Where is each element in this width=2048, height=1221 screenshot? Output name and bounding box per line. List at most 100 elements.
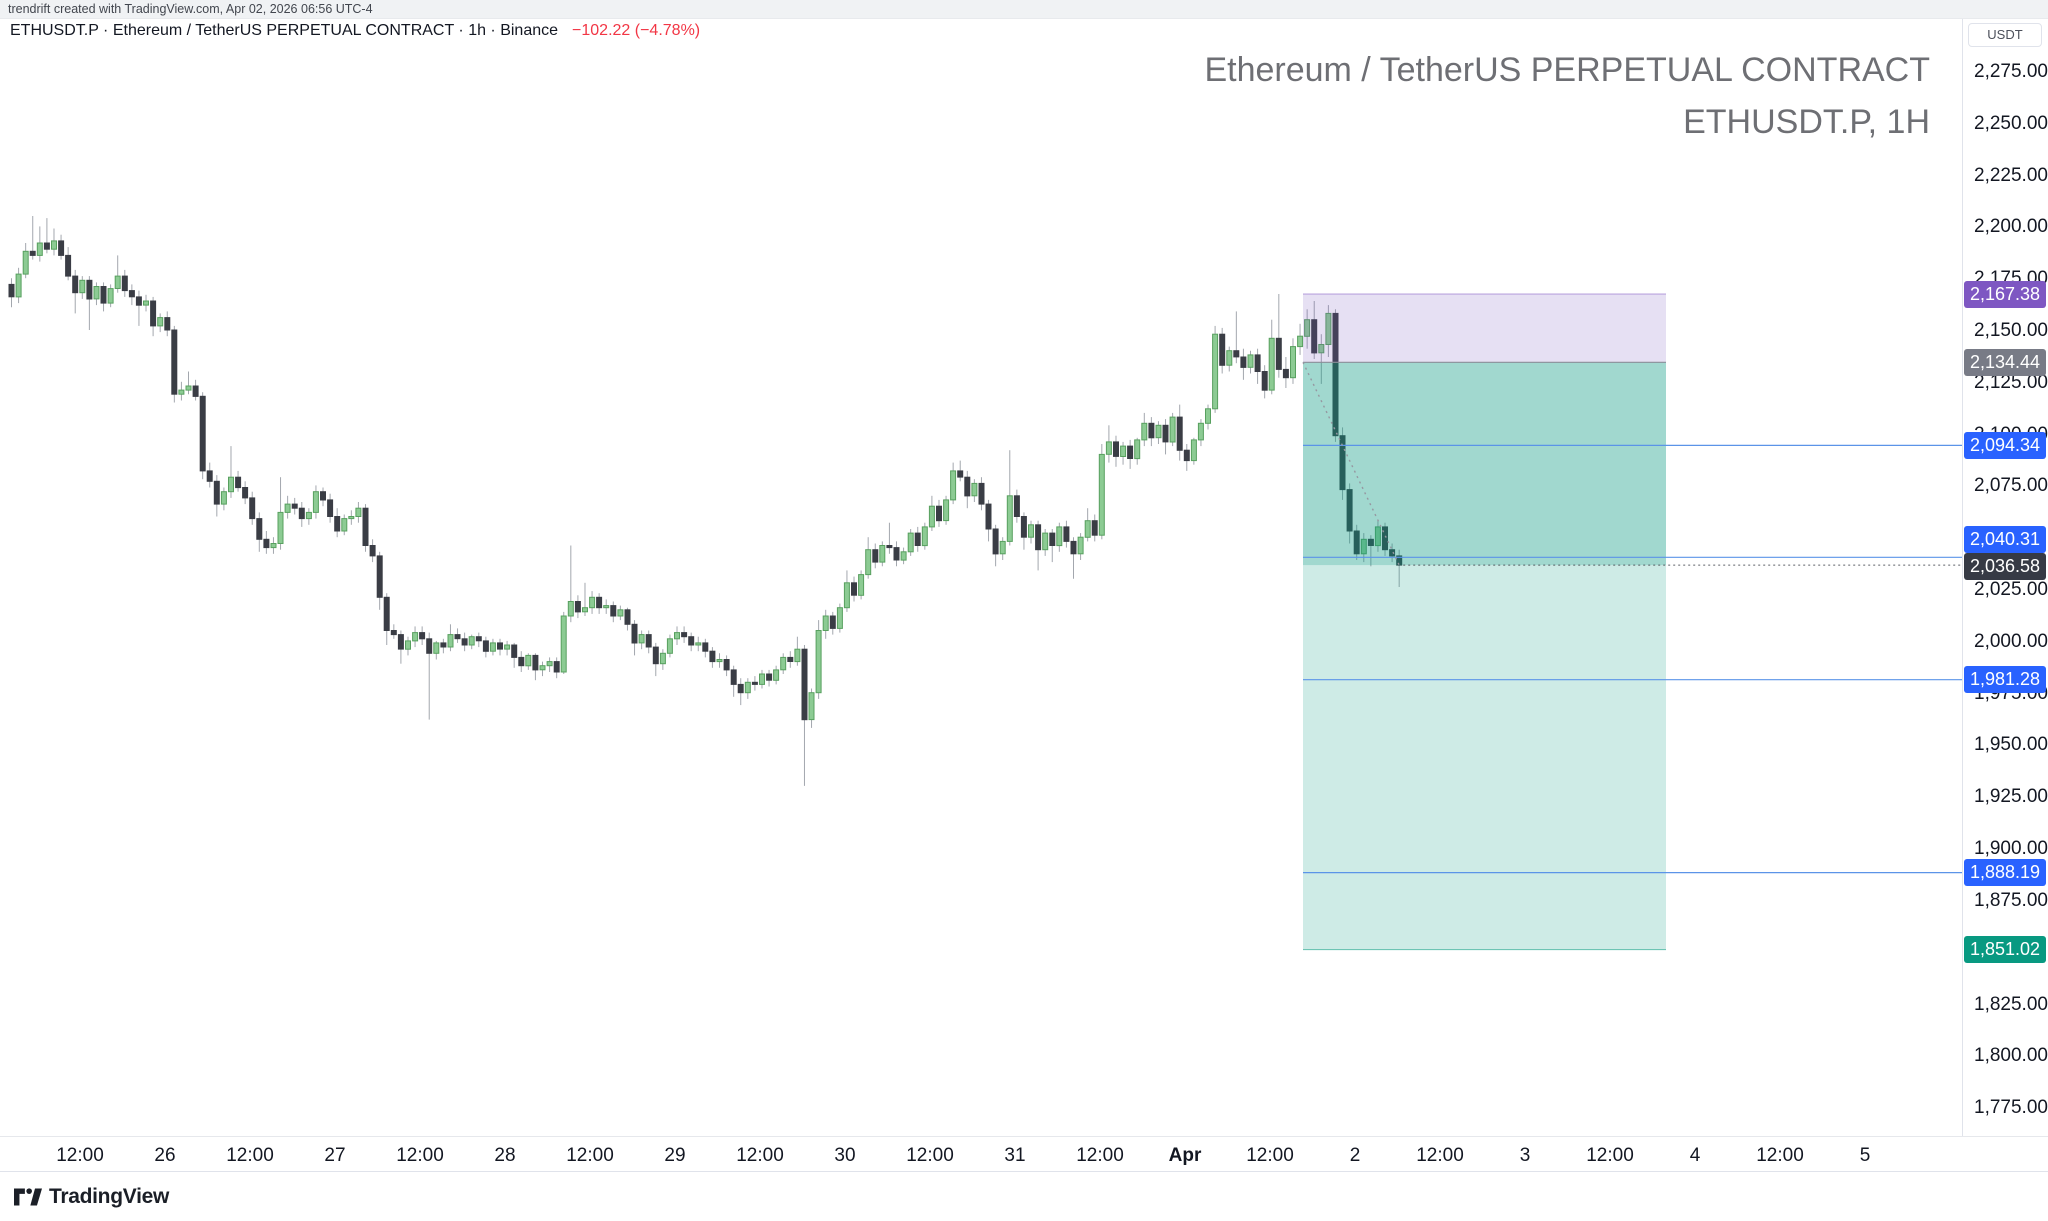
time-tick-label: 12:00 (56, 1145, 104, 1166)
candle-down (1396, 555, 1403, 566)
candle-up (220, 491, 227, 505)
candle-down (574, 601, 581, 613)
candle-down (497, 642, 503, 650)
time-tick-label: 12:00 (566, 1145, 614, 1166)
candle-down (1020, 516, 1027, 538)
candle-up (355, 507, 362, 518)
candle-down (730, 669, 737, 685)
candle-up (659, 652, 666, 665)
tradingview-brand-text: TradingView (49, 1185, 170, 1208)
time-tick-label: 12:00 (906, 1145, 954, 1166)
candle-up (1190, 439, 1197, 462)
candle-down (992, 528, 999, 555)
candle-up (1205, 408, 1211, 424)
time-tick-label: 12:00 (1246, 1145, 1294, 1166)
candle-up (277, 511, 284, 545)
candle-up (539, 665, 546, 671)
candle-down (475, 636, 482, 642)
candle-down (964, 476, 971, 497)
candle-up (447, 634, 454, 648)
candle-down (426, 638, 433, 654)
candle-down (213, 480, 220, 505)
candle-up (1077, 536, 1084, 555)
candle-down (1346, 489, 1353, 532)
time-tick-label: 12:00 (1416, 1145, 1464, 1166)
candle-down (737, 683, 744, 694)
candle-down (702, 642, 709, 652)
candle-up (666, 638, 673, 654)
candle-down (511, 644, 518, 658)
candle-up (1084, 520, 1091, 538)
candle-up (228, 476, 234, 493)
candle-down (985, 503, 992, 530)
candle-up (971, 482, 978, 497)
price-axis-unit-button[interactable]: USDT (1968, 23, 2042, 47)
candle-up (405, 640, 411, 650)
time-tick-label: 12:00 (1076, 1145, 1124, 1166)
price-tick-label: 2,200.00 (1974, 216, 2048, 238)
candle-down (482, 640, 489, 652)
candle-down (58, 240, 65, 256)
candle-up (157, 317, 164, 327)
candle-up (79, 279, 86, 294)
time-axis[interactable]: 12:00 26 12:00 27 12:00 28 12:00 29 12:00 30 12:00… (0, 1136, 2048, 1172)
target1-price-label: 2,094.34 (1964, 431, 2046, 459)
candle-up (1374, 526, 1381, 547)
candle-down (766, 673, 773, 681)
symbol-legend[interactable]: ETHUSDT.P · Ethereum / TetherUS PERPETUA… (10, 21, 700, 41)
candle-up (546, 661, 553, 667)
candle-up (1226, 350, 1233, 366)
candle-up (22, 250, 29, 275)
profit-zone-open[interactable] (1303, 565, 1666, 950)
candle-up (589, 596, 596, 609)
price-axis[interactable]: USDT 2,275.00 2,250.00 2,225.00 2,200.00 2,1… (1962, 19, 2048, 1172)
candle-up (1297, 335, 1304, 348)
candle-up (1197, 422, 1204, 441)
time-tick-label: 4 (1689, 1145, 1701, 1166)
candle-up (808, 692, 815, 721)
price-tick-label: 2,025.00 (1974, 579, 2048, 601)
short-position-tool[interactable] (1302, 293, 1962, 951)
price-tick-label: 2,250.00 (1974, 112, 2048, 134)
candle-down (454, 634, 461, 640)
candle-down (1162, 424, 1169, 443)
time-tick-label: 12:00 (396, 1145, 444, 1166)
candle-up (1169, 416, 1176, 443)
price-change: −102.22 (−4.78%) (572, 22, 701, 39)
candle-down (1183, 449, 1190, 462)
candle-up (865, 549, 872, 576)
candle-down (43, 242, 50, 250)
price-tick-label: 1,800.00 (1974, 1045, 2048, 1067)
candle-down (29, 250, 36, 256)
candle-down (596, 596, 603, 609)
candle-up (525, 654, 532, 667)
time-tick-label: 29 (664, 1145, 686, 1166)
stop-price-label: 2,167.38 (1964, 280, 2046, 308)
candle-down (440, 642, 447, 648)
candle-down (1070, 540, 1077, 555)
candle-up (900, 551, 907, 561)
time-tick-label: 30 (834, 1145, 856, 1166)
time-tick-label: 5 (1859, 1145, 1871, 1166)
stop-loss-zone[interactable] (1303, 294, 1666, 363)
candle-up (836, 607, 843, 629)
symbol-title[interactable]: ETHUSDT.P · Ethereum / TetherUS PERPETUA… (10, 22, 559, 39)
profit-zone-realized[interactable] (1303, 362, 1666, 566)
candle-down (369, 545, 376, 557)
price-tick-label: 1,950.00 (1974, 734, 2048, 756)
candle-down (8, 283, 15, 298)
candle-down (829, 615, 836, 629)
time-tick-label: 12:00 (1756, 1145, 1804, 1166)
candle-down (383, 596, 390, 631)
candle-down (249, 497, 256, 520)
tradingview-logo[interactable]: TradingView (14, 1185, 169, 1209)
target2-price-label: 2,040.31 (1964, 525, 2046, 553)
candle-up (107, 288, 114, 304)
candlestick-series[interactable] (8, 216, 1403, 786)
candle-down (1367, 538, 1374, 546)
candle-down (851, 582, 857, 596)
candle-down (390, 630, 397, 636)
attribution-text: trendrift created with TradingView.com, … (8, 2, 373, 16)
candle-down (1219, 333, 1226, 366)
